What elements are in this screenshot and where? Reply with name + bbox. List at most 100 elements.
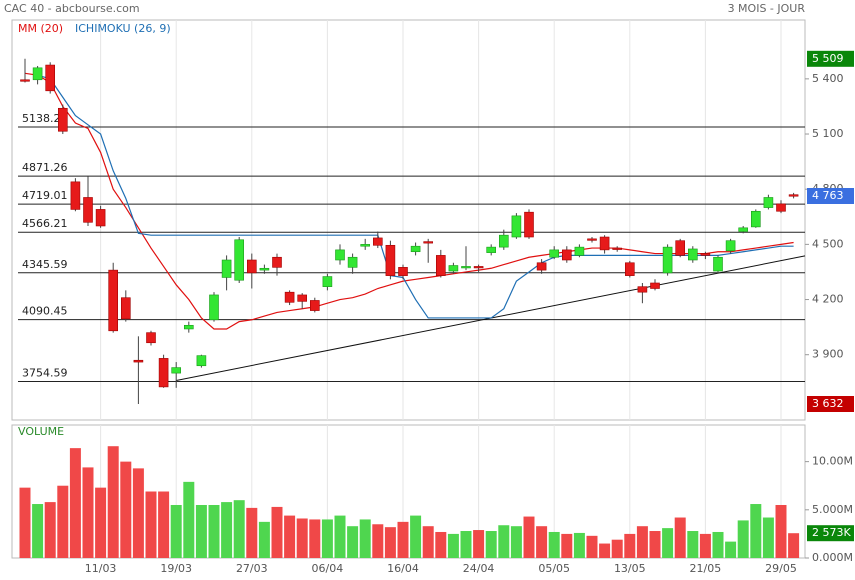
level-label: 4345.59	[22, 258, 68, 271]
volume-bar	[120, 461, 132, 558]
volume-bar	[309, 519, 321, 558]
volume-bar	[435, 531, 447, 558]
candle-body	[524, 211, 534, 238]
volume-bar	[347, 526, 359, 558]
x-tick-label: 16/04	[387, 562, 419, 575]
candle-body	[259, 267, 270, 271]
volume-bar	[359, 519, 371, 558]
volume-bar	[82, 467, 94, 558]
y-tick-label: 5 100	[812, 127, 844, 140]
candle-body	[637, 286, 648, 293]
volume-bar	[599, 543, 611, 558]
volume-bar	[95, 487, 107, 558]
candle-body	[184, 324, 194, 330]
candle-body	[738, 227, 749, 232]
candle-body	[511, 215, 522, 238]
candle-body	[70, 181, 81, 210]
volume-bar	[624, 533, 636, 558]
candle-body	[398, 267, 408, 276]
volume-bar	[536, 526, 548, 558]
volume-bar	[57, 485, 69, 558]
volume-bar	[170, 504, 182, 558]
price-panel	[11, 19, 806, 421]
volume-bar	[132, 468, 144, 558]
candle-body	[788, 194, 799, 197]
level-label: 3754.59	[22, 366, 68, 379]
volume-bar	[699, 533, 711, 558]
candle-body	[360, 244, 371, 247]
chart-title: CAC 40 - abcbourse.com	[4, 2, 140, 15]
volume-bar	[158, 491, 170, 558]
volume-bar	[737, 520, 749, 558]
x-tick-label: 24/04	[463, 562, 495, 575]
candle-body	[498, 234, 509, 248]
candle-body	[385, 244, 396, 276]
candle-body	[448, 265, 459, 272]
volume-bar	[107, 446, 119, 558]
candle-body	[309, 300, 320, 311]
level-label: 4719.01	[22, 189, 68, 202]
candle-body	[45, 64, 56, 92]
volume-bar	[523, 516, 535, 558]
candle-body	[83, 197, 93, 223]
value-marker	[807, 396, 854, 412]
candle-body	[322, 276, 333, 287]
candle-body	[335, 249, 345, 261]
volume-bar	[145, 491, 157, 558]
volume-bar	[334, 515, 346, 558]
candle-body	[297, 294, 308, 302]
candle-body	[650, 282, 660, 289]
volume-bar	[321, 519, 333, 558]
candle-body	[612, 247, 623, 250]
value-marker-label: 4 763	[812, 189, 844, 202]
candle-body	[675, 240, 686, 256]
volume-bar	[611, 539, 623, 558]
candle-body	[171, 367, 181, 374]
candle-body	[121, 297, 131, 320]
candle-body	[133, 359, 144, 363]
y-tick-label: 4 500	[812, 237, 844, 250]
legend-label: ICHIMOKU (26, 9)	[75, 22, 171, 35]
volume-bar	[372, 524, 384, 558]
volume-bar	[712, 531, 724, 558]
value-marker-label: 3 632	[812, 397, 844, 410]
x-tick-label: 11/03	[85, 562, 117, 575]
value-marker-label: 5 509	[812, 52, 844, 65]
level-label: 4871.26	[22, 161, 68, 174]
y-tick-label: 5.000M	[812, 503, 853, 516]
volume-bar	[258, 521, 270, 558]
x-tick-label: 29/05	[765, 562, 797, 575]
candle-body	[599, 236, 610, 251]
volume-bar	[762, 517, 774, 558]
level-label: 4090.45	[22, 305, 68, 318]
candle-body	[209, 294, 219, 321]
volume-bar	[674, 517, 686, 558]
volume-bar	[573, 532, 585, 558]
volume-bar	[183, 481, 195, 558]
candle-body	[473, 266, 484, 269]
candle-body	[549, 249, 560, 258]
candle-body	[146, 332, 156, 344]
volume-title: VOLUME	[18, 425, 64, 438]
candle-body	[776, 203, 786, 212]
candle-body	[713, 256, 723, 272]
volume-bar	[44, 502, 56, 558]
candle-body	[247, 259, 257, 274]
level-label: 4566.21	[22, 217, 68, 230]
y-tick-label: 5 400	[812, 72, 844, 85]
volume-bar	[447, 533, 459, 558]
candle-body	[561, 249, 572, 261]
volume-bar	[208, 504, 220, 558]
volume-bar	[284, 515, 296, 558]
y-tick-label: 3 900	[812, 348, 844, 361]
volume-bar	[473, 530, 485, 558]
volume-bar	[561, 533, 573, 558]
candle-body	[750, 210, 761, 228]
candle-body	[272, 256, 282, 268]
y-tick-label: 4 200	[812, 293, 844, 306]
candle-body	[662, 246, 673, 274]
level-label: 5138.20	[22, 112, 68, 125]
volume-bar	[485, 531, 497, 558]
volume-bar	[750, 504, 762, 558]
y-tick-label: 10.00M	[812, 455, 853, 468]
